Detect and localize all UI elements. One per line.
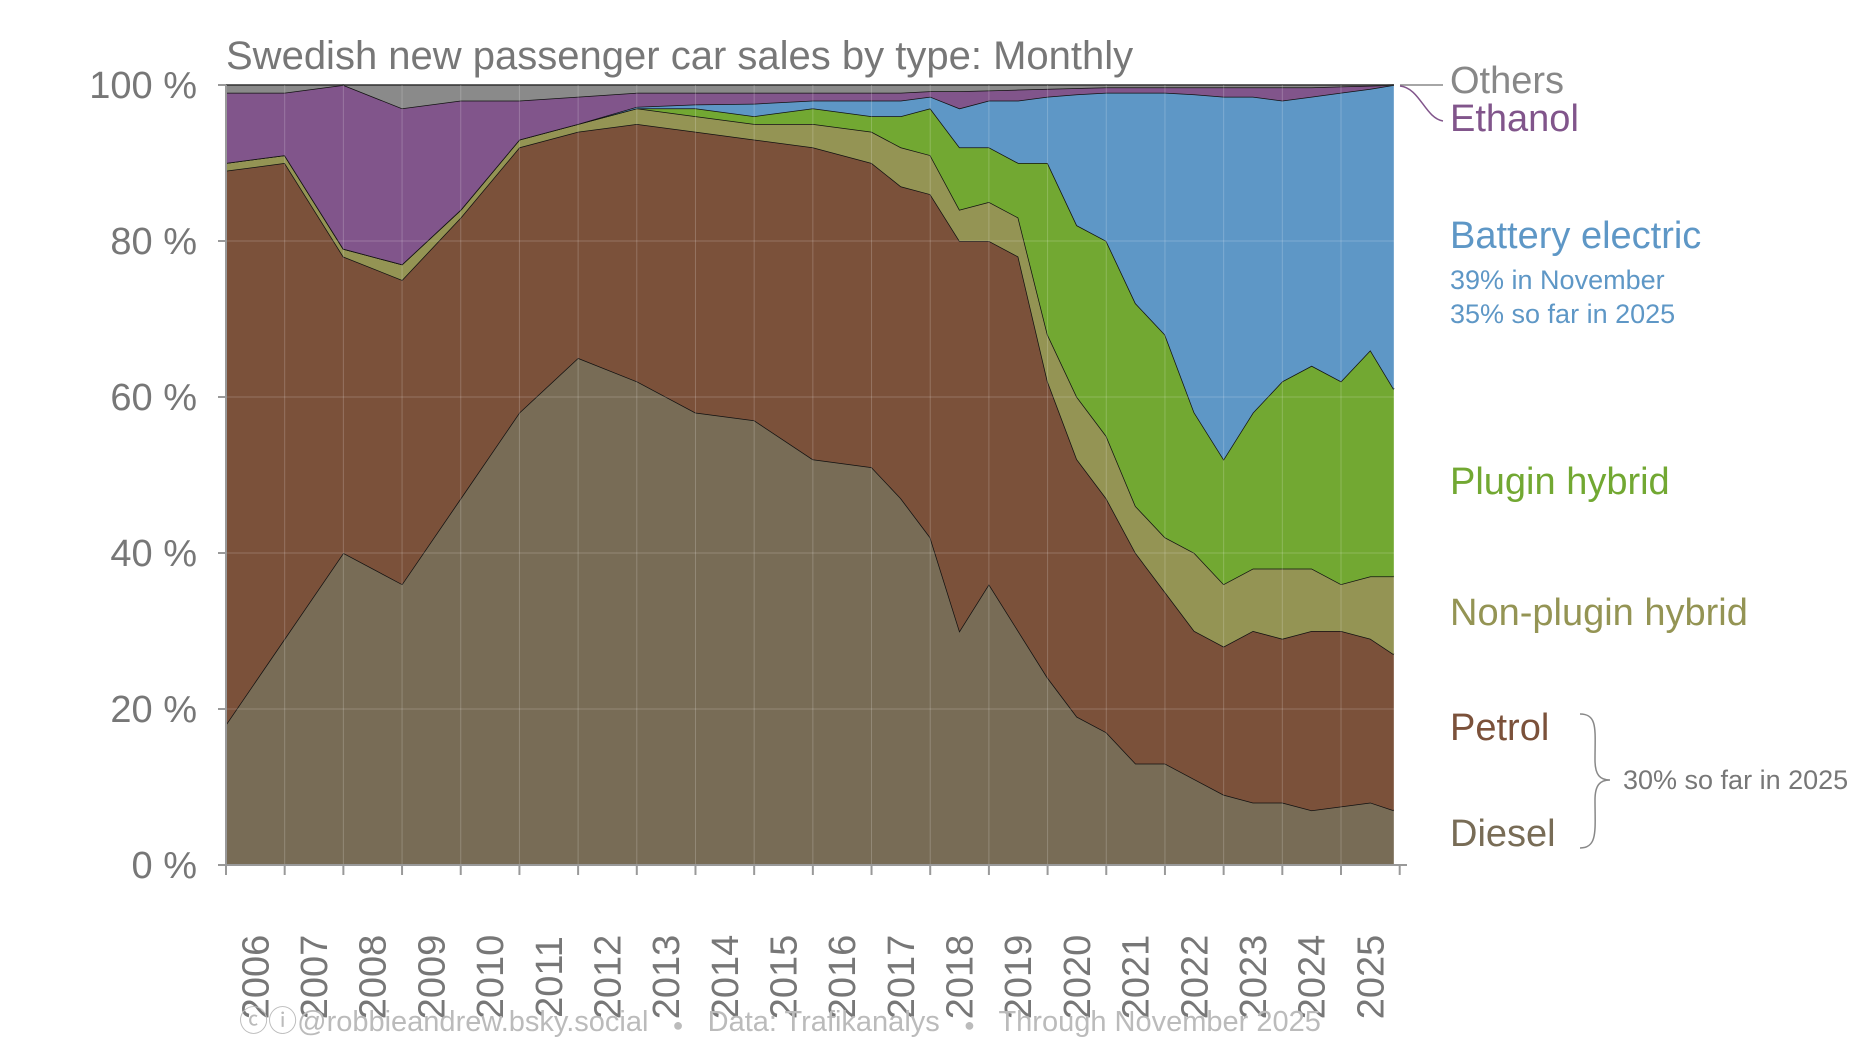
area-ethanol bbox=[226, 85, 1394, 265]
label-battery-electric: Battery electric bbox=[1450, 215, 1702, 257]
label-plugin-hybrid: Plugin hybrid bbox=[1450, 461, 1670, 503]
area-plugin-hybrid bbox=[226, 108, 1394, 585]
label-others: Others bbox=[1450, 60, 1565, 102]
area-battery-electric bbox=[226, 85, 1394, 460]
x-tick-label: 2021 bbox=[1116, 935, 1158, 1020]
label-diesel: Diesel bbox=[1450, 813, 1556, 855]
x-tick-label: 2009 bbox=[411, 935, 453, 1020]
x-tick-label: 2022 bbox=[1174, 935, 1216, 1020]
connector-ethanol bbox=[1399, 85, 1444, 122]
footer-through: Through November 2025 bbox=[998, 1006, 1321, 1038]
x-tick-label: 2020 bbox=[1057, 935, 1099, 1020]
footer: ⓒⓘ@robbieandrew.bsky.social ● Data: Traf… bbox=[0, 998, 1560, 1040]
y-tick-label: 20 % bbox=[110, 689, 197, 731]
x-tick-label: 2006 bbox=[235, 935, 277, 1020]
x-tick-label: 2008 bbox=[353, 935, 395, 1020]
y-tick-label: 100 % bbox=[89, 65, 197, 107]
x-tick-label: 2017 bbox=[881, 935, 923, 1020]
label-petrol: Petrol bbox=[1450, 707, 1550, 749]
y-tick-label: 60 % bbox=[110, 377, 197, 419]
x-tick-label: 2025 bbox=[1350, 935, 1392, 1020]
chart-title: Swedish new passenger car sales by type:… bbox=[226, 34, 1134, 78]
area-others bbox=[226, 85, 1394, 109]
footer-source: Data: Trafikanalys bbox=[707, 1006, 940, 1038]
area-petrol bbox=[226, 124, 1394, 811]
label-non-plugin-hybrid: Non-plugin hybrid bbox=[1450, 592, 1748, 634]
x-tick-label: 2013 bbox=[646, 935, 688, 1020]
x-tick-label: 2010 bbox=[470, 935, 512, 1020]
footer-separator: ● bbox=[672, 1015, 684, 1035]
x-tick-label: 2024 bbox=[1292, 935, 1334, 1020]
area-diesel bbox=[226, 358, 1394, 865]
y-tick-label: 40 % bbox=[110, 533, 197, 575]
footer-credit: @robbieandrew.bsky.social bbox=[297, 1006, 649, 1038]
y-tick-label: 80 % bbox=[110, 221, 197, 263]
x-tick-label: 2014 bbox=[705, 935, 747, 1020]
footer-separator: ● bbox=[963, 1015, 975, 1035]
x-tick-label: 2023 bbox=[1233, 935, 1275, 1020]
label-fossil-ytd: 30% so far in 2025 bbox=[1623, 765, 1849, 795]
x-tick-label: 2011 bbox=[529, 936, 571, 1018]
area-non-plugin-hybrid bbox=[226, 108, 1394, 655]
label-ethanol: Ethanol bbox=[1450, 98, 1579, 140]
x-tick-label: 2018 bbox=[940, 935, 982, 1020]
cc-by-icon: ⓒⓘ bbox=[239, 1006, 298, 1038]
x-tick-label: 2015 bbox=[764, 935, 806, 1020]
boundary-line-battery-electric bbox=[225, 84, 1394, 266]
label-bev-ytd: 35% so far in 2025 bbox=[1450, 299, 1676, 329]
x-tick-label: 2012 bbox=[587, 935, 629, 1020]
y-tick-label: 0 % bbox=[132, 845, 197, 887]
x-tick-label: 2007 bbox=[294, 935, 336, 1020]
x-tick-label: 2016 bbox=[822, 935, 864, 1020]
label-bev-november: 39% in November bbox=[1450, 265, 1665, 295]
x-tick-label: 2019 bbox=[998, 935, 1040, 1020]
brace-fossil bbox=[1579, 713, 1611, 849]
